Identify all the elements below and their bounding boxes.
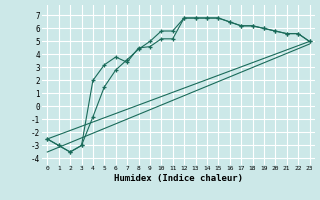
X-axis label: Humidex (Indice chaleur): Humidex (Indice chaleur) bbox=[114, 174, 243, 183]
